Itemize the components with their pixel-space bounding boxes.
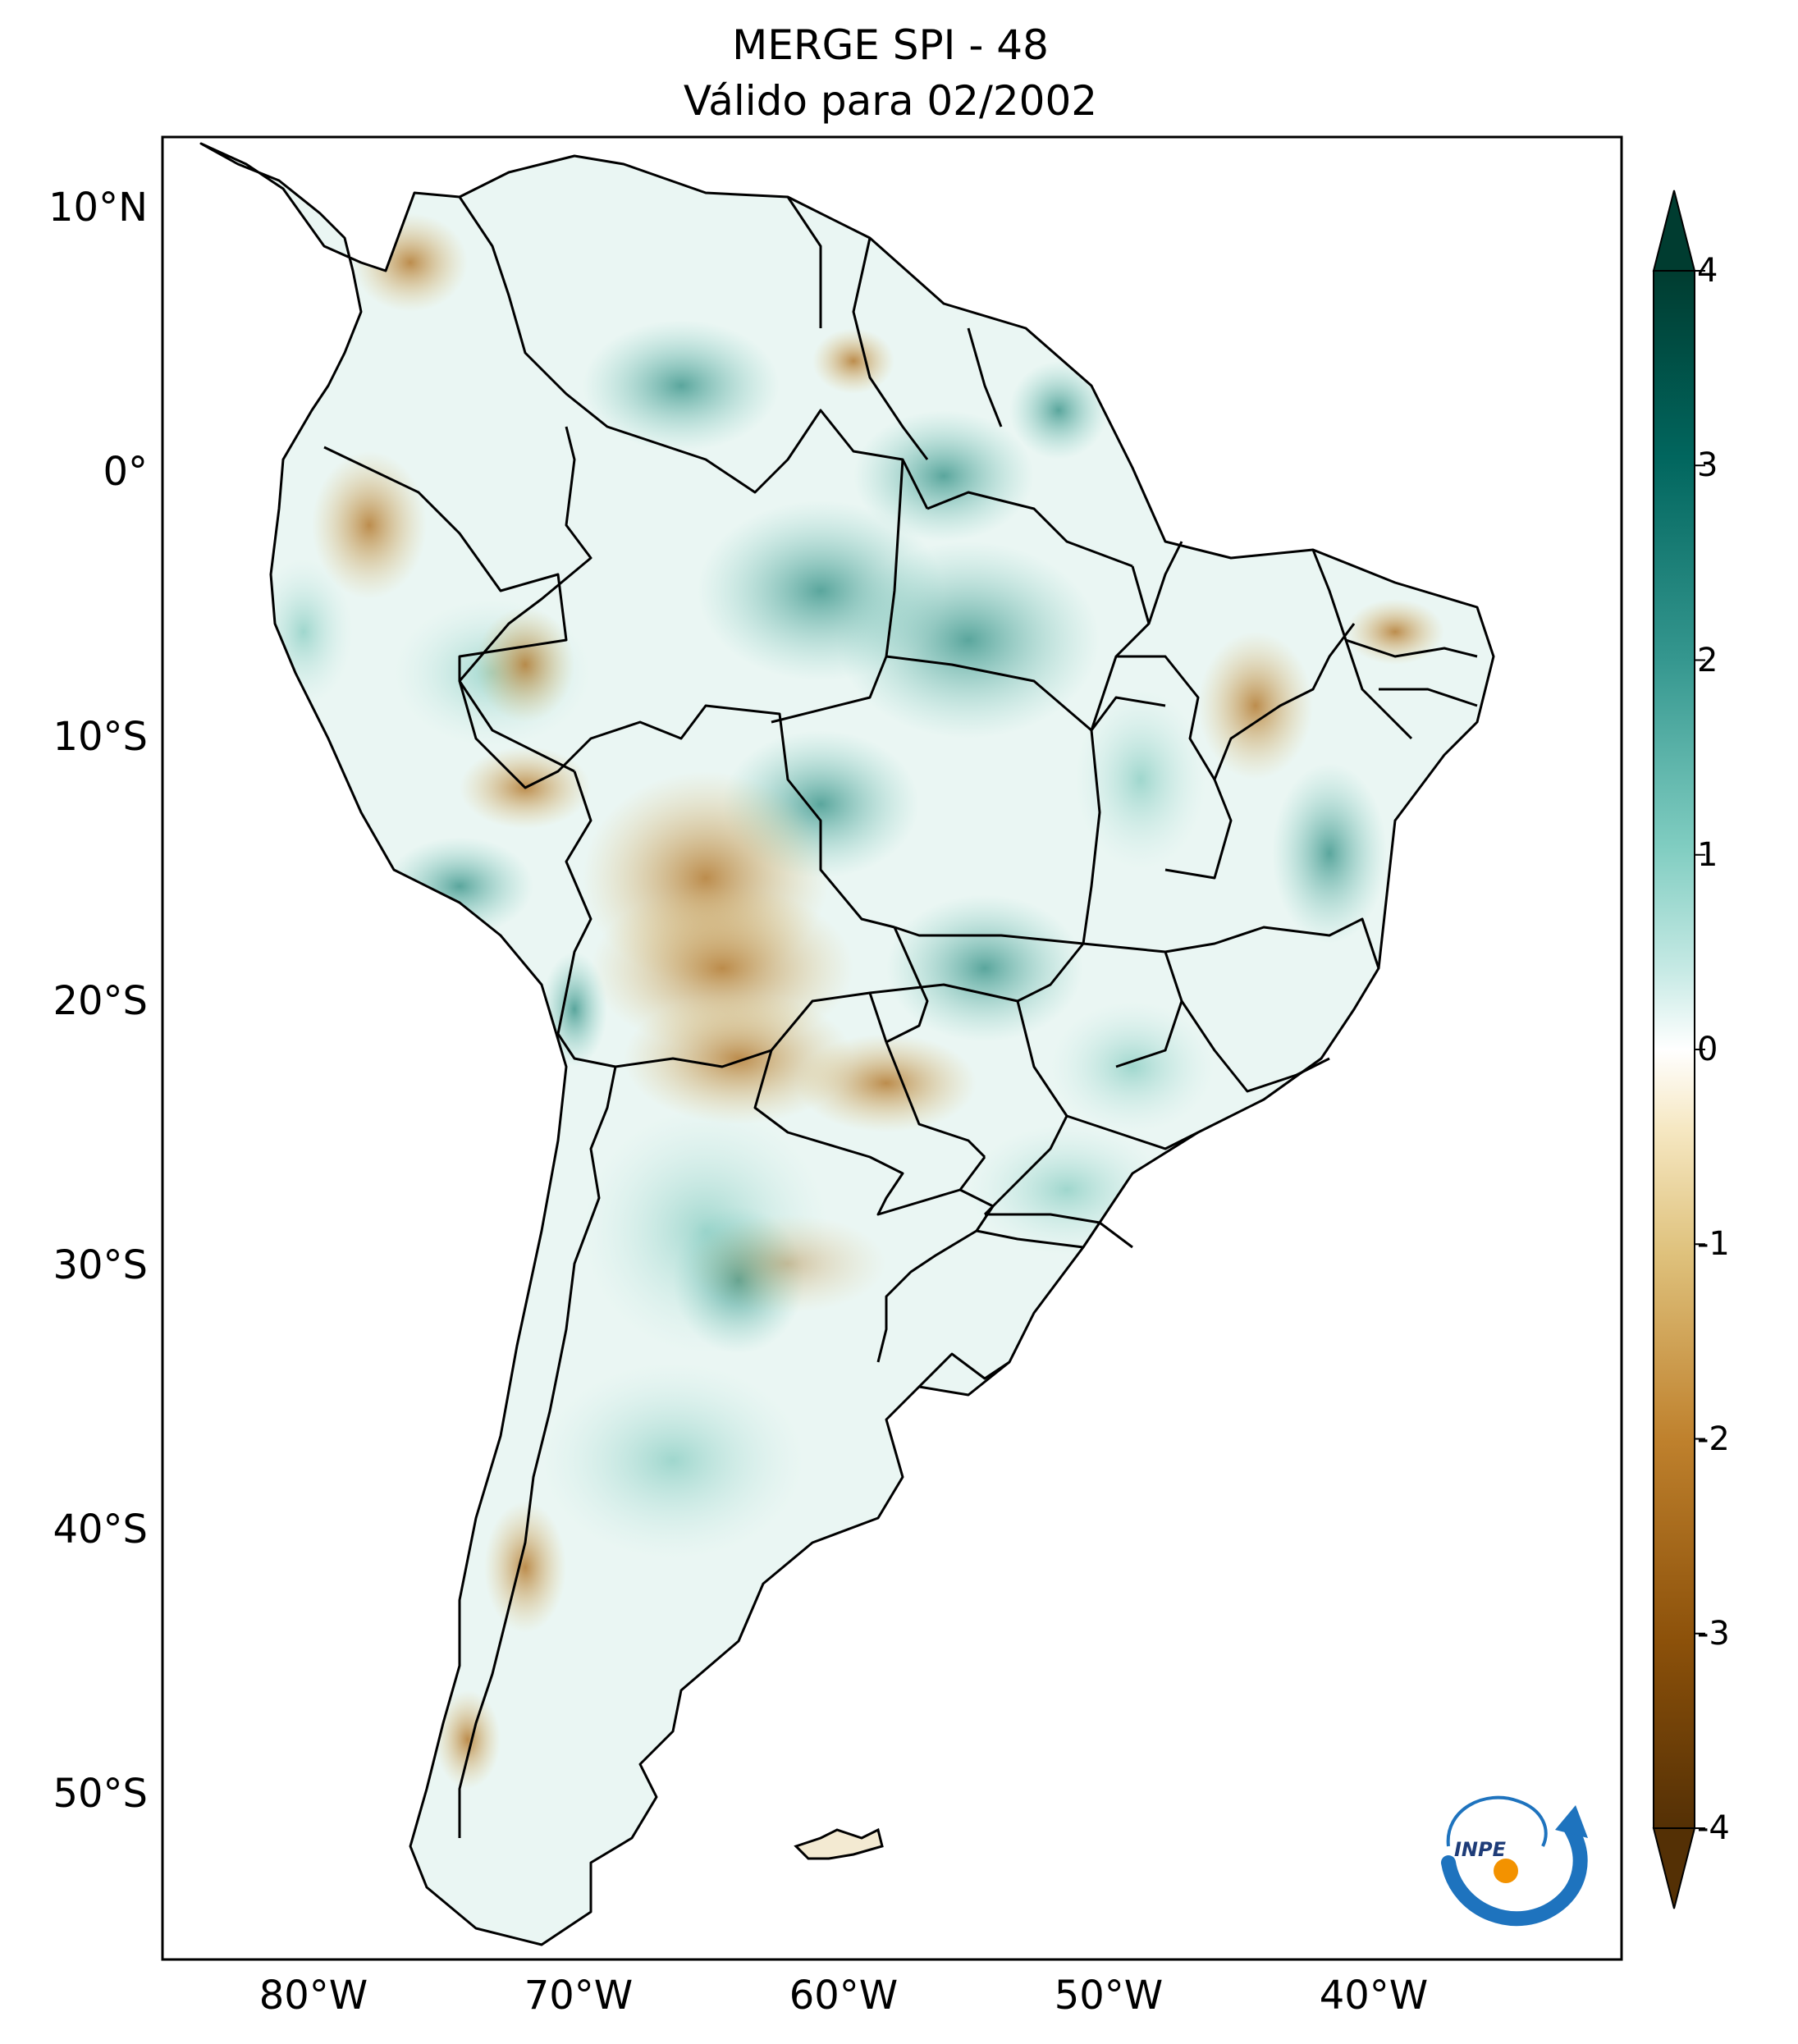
lat-label-0: 0° — [103, 449, 148, 495]
colorbar-extend-bottom — [1652, 1827, 1696, 1909]
lat-label-30s: 30°S — [53, 1242, 148, 1288]
country-borders — [199, 142, 1495, 1946]
colorbar-tick-label: 3 — [1697, 446, 1718, 485]
colorbar — [1652, 190, 1696, 1909]
colorbar-tick-label: -3 — [1697, 1614, 1730, 1653]
colorbar-tick-label: 1 — [1697, 835, 1718, 874]
colorbar-tick-label: -1 — [1697, 1225, 1730, 1264]
colorbar-extend-top — [1652, 190, 1696, 272]
lon-label-40w: 40°W — [1319, 1973, 1429, 2019]
chart-subtitle: Válido para 02/2002 — [683, 77, 1098, 125]
lon-label-80w: 80°W — [258, 1973, 368, 2019]
lat-label-10n: 10°N — [48, 185, 148, 231]
chart-title: MERGE SPI - 48 — [732, 21, 1049, 69]
lon-label-70w: 70°W — [524, 1973, 634, 2019]
lat-label-50s: 50°S — [53, 1771, 148, 1817]
colorbar-tick-label: 2 — [1697, 641, 1718, 679]
sun-icon — [1494, 1859, 1518, 1883]
falkland-islands — [794, 1827, 884, 1860]
colorbar-tick-label: -4 — [1697, 1809, 1730, 1847]
lon-label-60w: 60°W — [789, 1973, 899, 2019]
lon-label-50w: 50°W — [1054, 1973, 1164, 2019]
logo-text: INPE — [1454, 1838, 1507, 1861]
colorbar-tick-label: 0 — [1697, 1031, 1718, 1068]
lat-label-20s: 20°S — [53, 978, 148, 1024]
colorbar-bar — [1653, 270, 1695, 1829]
lat-label-10s: 10°S — [53, 714, 148, 760]
inpe-logo: INPE — [1441, 1795, 1588, 1927]
colorbar-tickmarks — [1695, 270, 1705, 1829]
lat-label-40s: 40°S — [53, 1507, 148, 1552]
colorbar-tick-label: -2 — [1697, 1420, 1730, 1458]
colorbar-tick-label: 4 — [1697, 252, 1718, 290]
